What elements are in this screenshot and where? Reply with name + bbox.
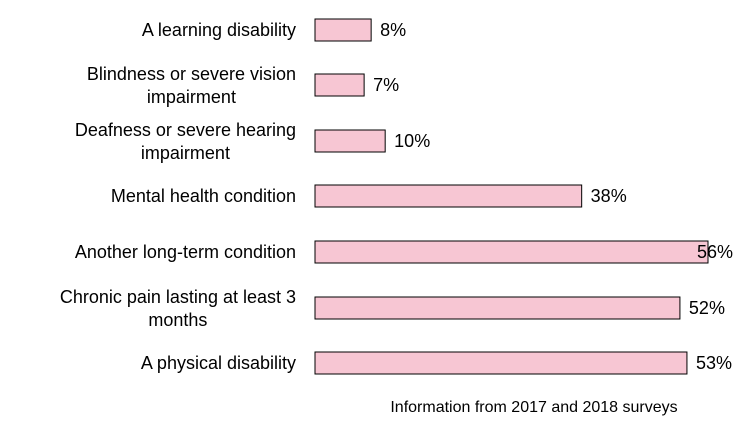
chart-note: Information from 2017 and 2018 surveys bbox=[390, 399, 677, 416]
category-label-2: Deafness or severe hearing impairment bbox=[75, 120, 296, 163]
bar-3 bbox=[314, 184, 583, 208]
category-label-5-line-0: Chronic pain lasting at least 3 bbox=[60, 287, 296, 307]
value-labels-group: 8% 7% 10% 38% 56% 52% 53% bbox=[373, 20, 733, 373]
category-label-5: Chronic pain lasting at least 3 months bbox=[60, 287, 296, 330]
value-label-2: 10% bbox=[394, 131, 430, 151]
value-label-6: 53% bbox=[696, 353, 732, 373]
bar-1 bbox=[314, 73, 365, 97]
bar-2 bbox=[314, 129, 386, 153]
category-label-6: A physical disability bbox=[141, 353, 296, 373]
value-label-5: 52% bbox=[689, 298, 725, 318]
category-label-1-line-0: Blindness or severe vision bbox=[87, 64, 296, 84]
bar-4 bbox=[314, 240, 709, 264]
bar-0 bbox=[314, 18, 372, 42]
category-label-2-line-0: Deafness or severe hearing bbox=[75, 120, 296, 140]
value-label-4: 56% bbox=[697, 242, 733, 262]
category-label-4: Another long-term condition bbox=[75, 242, 296, 262]
category-labels-group: A learning disability Blindness or severe… bbox=[60, 20, 296, 373]
value-label-0: 8% bbox=[380, 20, 406, 40]
value-label-1: 7% bbox=[373, 75, 399, 95]
bars-group bbox=[314, 18, 709, 375]
category-label-2-line-1: impairment bbox=[141, 143, 230, 163]
category-label-5-line-1: months bbox=[148, 310, 207, 330]
bar-5 bbox=[314, 296, 681, 320]
category-label-1: Blindness or severe vision impairment bbox=[87, 64, 296, 107]
value-label-3: 38% bbox=[591, 186, 627, 206]
bar-6 bbox=[314, 351, 688, 375]
category-label-3: Mental health condition bbox=[111, 186, 296, 206]
category-label-0: A learning disability bbox=[142, 20, 296, 40]
category-label-1-line-1: impairment bbox=[147, 87, 236, 107]
